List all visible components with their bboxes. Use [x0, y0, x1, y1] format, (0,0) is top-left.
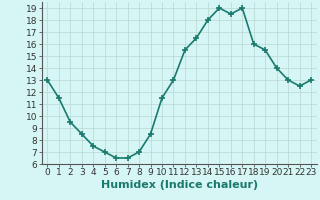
X-axis label: Humidex (Indice chaleur): Humidex (Indice chaleur)	[100, 180, 258, 190]
